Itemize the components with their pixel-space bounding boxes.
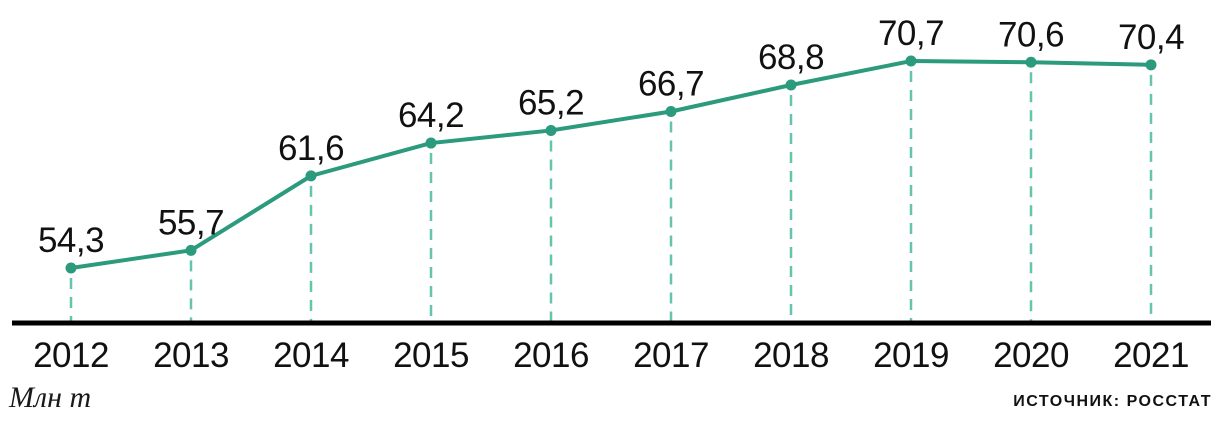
x-axis-tick-label: 2016 [513,336,589,375]
data-point-marker [425,137,437,149]
trend-line [69,59,1153,270]
x-axis-tick-label: 2017 [633,336,709,375]
data-point-label: 66,7 [638,65,704,104]
y-axis-unit-label: Млн т [9,381,92,414]
data-point-marker [785,79,797,91]
x-axis-tick-label: 2013 [153,336,229,375]
data-point-label: 70,6 [998,15,1064,54]
data-point-marker [1025,56,1037,68]
data-point-marker [305,170,317,182]
data-point-marker [65,262,77,274]
data-point-label: 70,4 [1118,18,1184,57]
data-point-marker [545,124,557,136]
x-axis-tick-label: 2020 [993,336,1069,375]
x-axis-tick-label: 2019 [873,336,949,375]
x-axis-tick-label: 2015 [393,336,469,375]
data-point-marker [185,244,197,256]
x-axis-tick-label: 2018 [753,336,829,375]
data-point-label: 54,3 [38,221,104,260]
data-point-marker [1145,59,1157,71]
data-point-marker [905,55,917,67]
x-axis-tick-label: 2012 [33,336,109,375]
data-point-label: 65,2 [518,83,584,122]
data-point-label: 70,7 [878,14,944,53]
data-point-label: 61,6 [278,129,344,168]
data-point-label: 55,7 [158,203,224,242]
data-point-label: 64,2 [398,96,464,135]
data-point-label: 68,8 [758,38,824,77]
x-axis-tick-label: 2021 [1113,336,1189,375]
x-axis-tick-label: 2014 [273,336,349,375]
source-label: ИСТОЧНИК: РОССТАТ [1013,393,1212,410]
data-point-marker [665,106,677,118]
